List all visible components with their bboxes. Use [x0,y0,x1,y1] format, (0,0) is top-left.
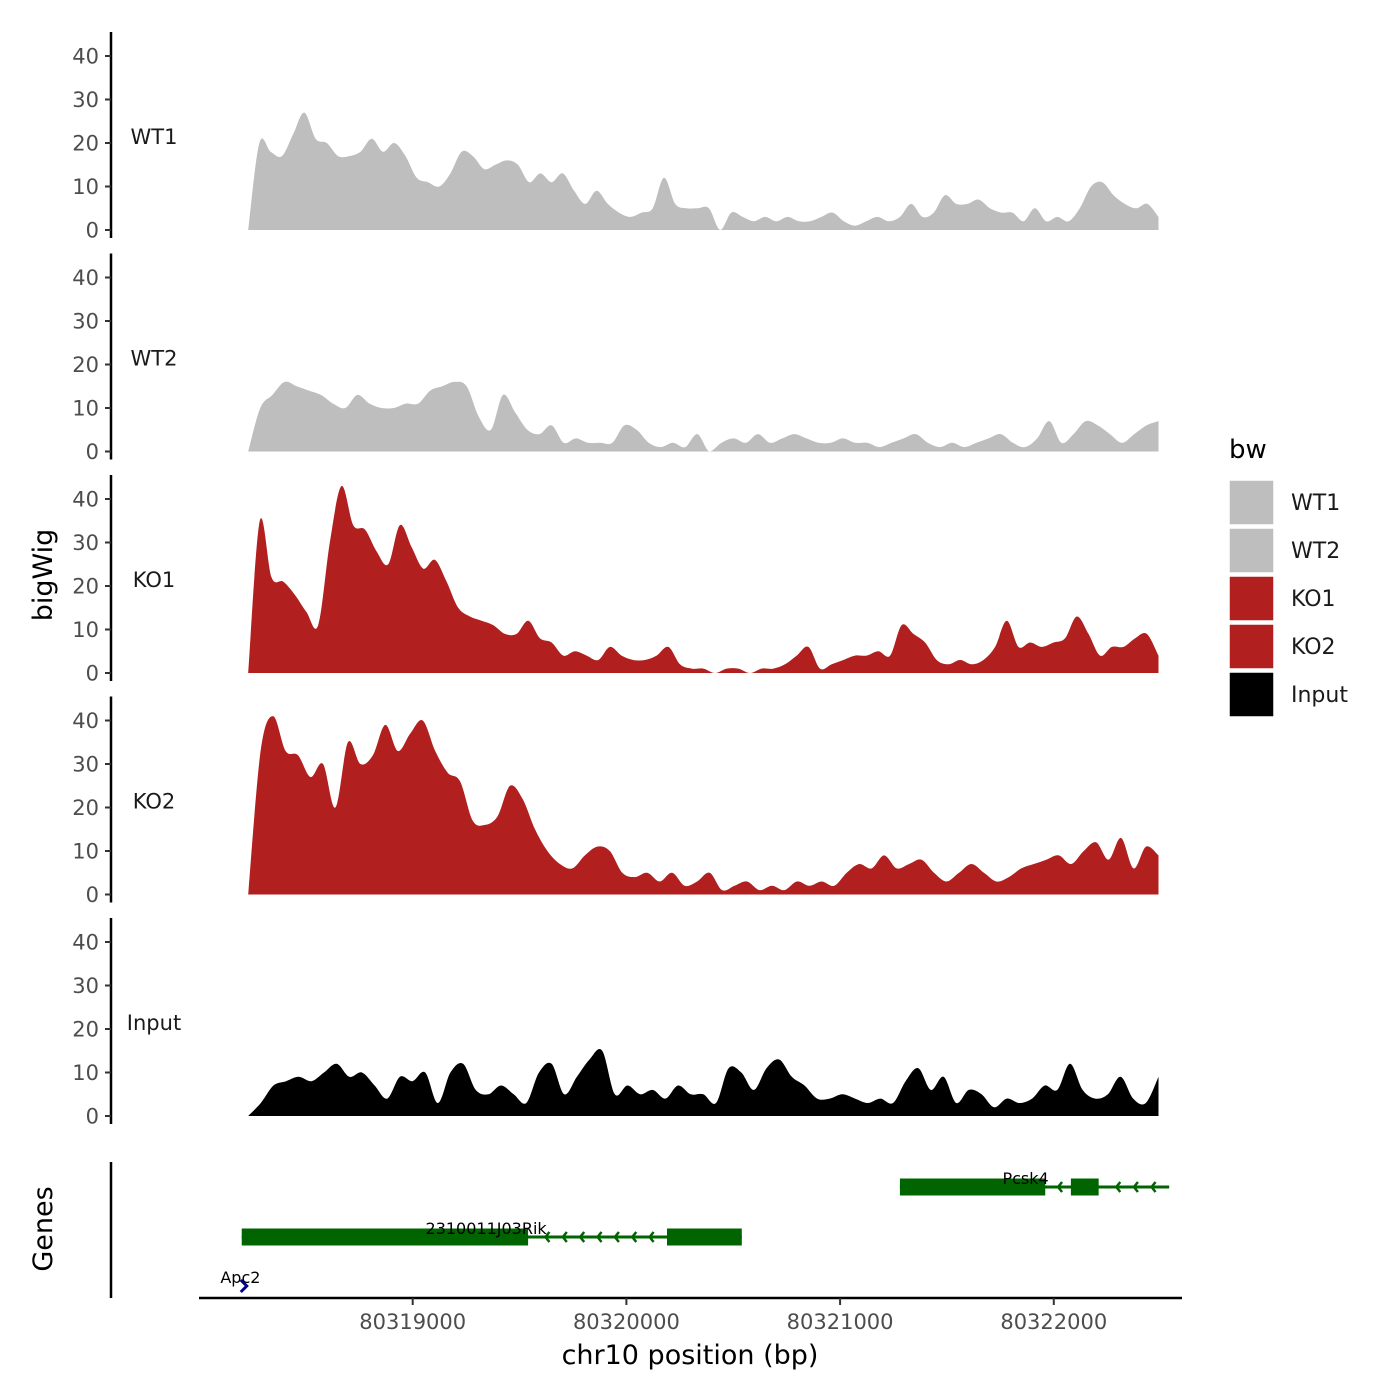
strand-arrow-icon [630,1231,638,1243]
y-tick-label-input: 20 [72,1018,99,1042]
gene-label-pcsk4: Pcsk4 [1002,1169,1048,1188]
y-tick-label-input: 10 [72,1061,99,1085]
gene-exon-2310011j03rik [666,1228,742,1246]
strand-arrow-icon [239,1278,249,1294]
y-tick-label-ko2: 40 [72,709,99,733]
gene-pcsk4: Pcsk4 [899,1169,1170,1196]
y-tick-label-ko1: 0 [86,662,99,686]
panel-wt1: 0 10 20 30 40 WT1 [72,32,1159,243]
strand-arrow-icon [1114,1181,1122,1193]
legend-label-wt1: WT1 [1291,491,1340,516]
gene-apc2: Apc2 [220,1268,260,1294]
y-tick-label-wt2: 40 [72,266,99,290]
x-tick-label: 80321000 [787,1310,894,1334]
legend-label-ko1: KO1 [1291,587,1336,612]
y-tick-label-wt2: 20 [72,353,99,377]
panel-input: 0 10 20 30 40 Input [72,918,1159,1129]
y-tick-label-input: 0 [86,1105,99,1129]
strand-arrow-icon [1132,1181,1139,1193]
y-tick-label-wt1: 10 [72,175,99,199]
y-tick-label-ko2: 30 [72,753,99,777]
gene-exon-2310011j03rik [241,1228,529,1246]
y-tick-label-ko1: 40 [72,488,99,512]
strand-arrow-icon [648,1231,655,1243]
gene-label-apc2: Apc2 [220,1268,260,1287]
legend-label-ko2: KO2 [1291,635,1336,660]
y-tick-label-wt1: 40 [72,45,99,69]
y-tick-label-ko1: 10 [72,618,99,642]
genes-axis-title: Genes [28,1186,59,1271]
x-tick-label: 80319000 [359,1310,466,1334]
coverage-area-wt1 [248,112,1159,230]
gene-tracks: Pcsk4 2310011J03Rik Apc2 [220,1169,1170,1294]
panel-ko1: 0 10 20 30 40 KO1 [72,475,1159,686]
strand-arrow-icon [1149,1181,1157,1193]
legend-swatch-ko2 [1228,623,1275,670]
legend-swatch-wt1 [1228,479,1275,526]
y-tick-label-wt2: 10 [72,397,99,421]
y-tick-label-input: 30 [72,974,99,998]
gene-2310011j03rik: 2310011J03Rik [241,1219,742,1246]
y-axis-title: bigWig [28,529,59,622]
y-tick-label-wt2: 30 [72,310,99,334]
y-tick-label-ko2: 10 [72,840,99,864]
legend-label-wt2: WT2 [1291,539,1340,564]
strand-arrow-icon [578,1231,586,1243]
y-tick-label-wt1: 0 [86,219,99,243]
y-tick-label-wt1: 30 [72,88,99,112]
x-axis-title: chr10 position (bp) [562,1340,819,1371]
track-label-wt2: WT2 [131,347,178,371]
coverage-area-ko2 [248,716,1159,895]
track-label-ko2: KO2 [133,790,176,814]
x-axis: 80319000 80320000 80321000 80322000 chr10 p… [199,1296,1182,1371]
strand-arrow-icon [1056,1181,1064,1193]
y-tick-label-wt1: 20 [72,132,99,156]
track-label-ko1: KO1 [133,568,176,592]
gene-label-2310011j03rik: 2310011J03Rik [426,1219,548,1238]
legend-swatch-wt2 [1228,527,1275,574]
y-tick-label-input: 40 [72,931,99,955]
coverage-area-ko1 [248,485,1159,673]
legend-label-input: Input [1291,683,1348,708]
genes-panel: Pcsk4 2310011J03Rik Apc2 [109,1162,1170,1298]
coverage-area-wt2 [248,381,1159,452]
track-label-input: Input [127,1011,181,1035]
track-label-wt1: WT1 [131,125,178,149]
legend-swatch-input [1228,671,1275,718]
y-tick-label-ko2: 20 [72,796,99,820]
panel-ko2: 0 10 20 30 40 KO2 [72,696,1159,907]
y-tick-label-wt2: 0 [86,440,99,464]
panel-wt2: 0 10 20 30 40 WT2 [72,253,1159,464]
x-tick-label: 80320000 [573,1310,680,1334]
strand-arrow-icon [561,1231,568,1243]
gene-exon-pcsk4 [899,1178,1046,1196]
x-tick-label: 80322000 [1000,1310,1107,1334]
legend-items: WT1 WT2 KO1 KO2 Input [1228,479,1348,718]
strand-arrow-icon [613,1231,620,1243]
gene-exon-pcsk4 [1070,1178,1099,1196]
coverage-area-input [248,1049,1159,1116]
y-tick-label-ko1: 30 [72,531,99,555]
x-ticks: 80319000 80320000 80321000 80322000 [359,1298,1107,1334]
strand-arrow-icon [543,1231,551,1243]
legend-title: bw [1229,435,1267,465]
coverage-panels: 0 10 20 30 40 WT1 0 10 20 30 40 WT2 0 10 20 30 40 KO1 0 10 2… [72,32,1159,1129]
strand-arrow-icon [595,1231,603,1243]
legend-swatch-ko1 [1228,575,1275,622]
y-tick-label-ko1: 20 [72,575,99,599]
legend: bw WT1 WT2 KO1 KO2 Input [1228,435,1348,718]
y-tick-label-ko2: 0 [86,883,99,907]
